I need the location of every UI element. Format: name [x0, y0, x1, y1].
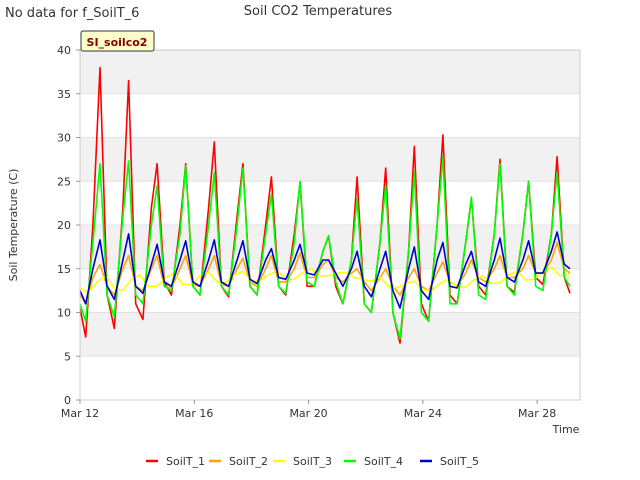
- y-tick-label: 10: [57, 307, 71, 320]
- x-tick-label: Mar 28: [518, 407, 556, 420]
- legend-label-SoilT_1: SoilT_1: [166, 455, 205, 468]
- grid-band: [80, 137, 580, 182]
- no-data-note: No data for f_SoilT_6: [5, 6, 139, 21]
- y-tick-label: 15: [57, 263, 71, 276]
- x-tick-label: Mar 20: [289, 407, 327, 420]
- grid-band: [80, 312, 580, 357]
- legend-label-SoilT_3: SoilT_3: [293, 455, 332, 468]
- chart-title: Soil CO2 Temperatures: [244, 4, 393, 19]
- x-tick-label: Mar 16: [175, 407, 213, 420]
- series-lines: [79, 66, 571, 344]
- y-tick-label: 40: [57, 44, 71, 57]
- legend: SoilT_1 SoilT_2 SoilT_3 SoilT_4 SoilT_5: [146, 455, 479, 468]
- grid-band: [80, 93, 580, 138]
- x-tick-label: Mar 12: [61, 407, 99, 420]
- site-badge-label: SI_soilco2: [87, 36, 148, 49]
- series-line-SoilT_4: [79, 155, 571, 340]
- y-tick-label: 35: [57, 88, 71, 101]
- axes: 0 5 10 15 20 25 30 35 40 Mar 12 Mar 16 Mar 20 Mar 24…: [57, 44, 581, 420]
- y-axis-label: Soil Temperature (C): [7, 169, 20, 282]
- y-tick-label: 0: [64, 394, 71, 407]
- y-tick-label: 25: [57, 175, 71, 188]
- x-tick-label: Mar 24: [404, 407, 442, 420]
- legend-label-SoilT_5: SoilT_5: [440, 455, 479, 468]
- series-line-SoilT_5: [79, 231, 571, 309]
- x-axis-label: Time: [552, 423, 580, 436]
- y-tick-label: 30: [57, 132, 71, 145]
- grid-band: [80, 50, 580, 94]
- site-badge: SI_soilco2: [80, 30, 155, 52]
- plot-background: [80, 49, 580, 401]
- grid-band: [80, 356, 580, 400]
- y-tick-label: 5: [64, 350, 71, 363]
- y-tick-label: 20: [57, 219, 71, 232]
- legend-label-SoilT_4: SoilT_4: [364, 455, 403, 468]
- legend-label-SoilT_2: SoilT_2: [229, 455, 268, 468]
